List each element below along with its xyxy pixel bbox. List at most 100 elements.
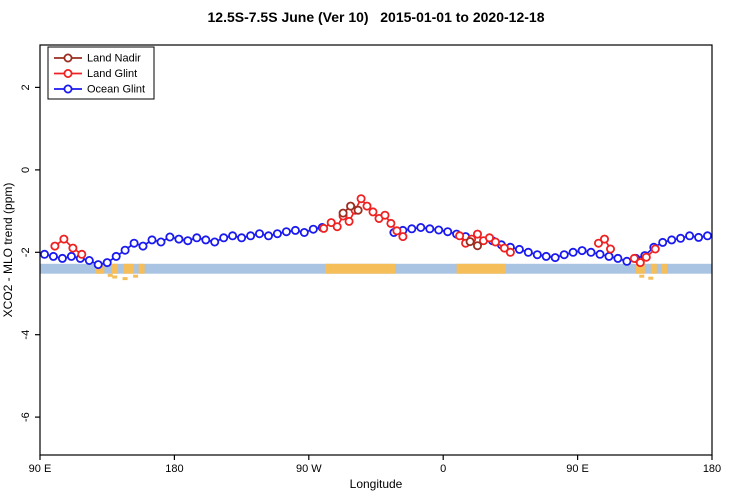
data-point-ocean-glint <box>147 235 157 245</box>
data-point-land-glint <box>59 234 69 244</box>
legend-label-land-glint: Land Glint <box>87 68 137 80</box>
data-point-land-glint <box>356 194 366 204</box>
legend-marker-land-glint <box>63 69 73 79</box>
data-point-land-glint <box>386 218 396 228</box>
data-point-land-nadir <box>472 241 482 251</box>
data-point-land-glint <box>641 252 651 262</box>
data-point-ocean-glint <box>604 251 614 261</box>
data-point-ocean-glint <box>613 253 623 263</box>
data-point-land-glint <box>319 223 329 233</box>
land-band-segment <box>111 263 118 274</box>
data-point-ocean-glint <box>84 255 94 265</box>
x-tick-label: 90 E <box>566 463 589 475</box>
land-band-segment <box>456 263 506 274</box>
legend-marker-land-nadir <box>63 53 73 63</box>
land-band-segment <box>650 263 657 274</box>
data-point-ocean-glint <box>550 253 560 263</box>
data-point-land-glint <box>50 241 60 251</box>
data-point-ocean-glint <box>201 235 211 245</box>
data-point-land-glint <box>499 243 509 253</box>
legend-entry-ocean-glint: Ocean Glint <box>54 84 145 96</box>
data-point-ocean-glint <box>290 225 300 235</box>
data-point-land-glint <box>362 201 372 211</box>
data-point-ocean-glint <box>685 231 695 241</box>
land-speck <box>112 275 118 279</box>
chart-title: 12.5S-7.5S June (Ver 10) 2015-01-01 to 2… <box>208 9 545 25</box>
data-point-ocean-glint <box>416 222 426 232</box>
data-point-ocean-glint <box>622 256 632 266</box>
land-band-segment <box>325 263 396 274</box>
land-speck <box>133 274 139 278</box>
data-point-land-glint <box>594 238 604 248</box>
data-point-land-nadir <box>338 208 348 218</box>
x-tick-label: 180 <box>703 463 721 475</box>
data-point-land-glint <box>472 229 482 239</box>
data-point-land-glint <box>606 244 616 254</box>
data-point-ocean-glint <box>281 227 291 237</box>
data-point-ocean-glint <box>93 260 103 270</box>
data-point-ocean-glint <box>443 227 453 237</box>
data-point-land-glint <box>490 237 500 247</box>
data-point-ocean-glint <box>577 246 587 256</box>
data-point-land-nadir <box>346 201 356 211</box>
data-point-ocean-glint <box>586 247 596 257</box>
data-point-land-glint <box>380 210 390 220</box>
data-point-ocean-glint <box>219 233 229 243</box>
data-point-ocean-glint <box>111 251 121 261</box>
data-point-ocean-glint <box>407 224 417 234</box>
data-point-ocean-glint <box>676 233 686 243</box>
legend-label-ocean-glint: Ocean Glint <box>87 84 145 96</box>
data-point-ocean-glint <box>425 224 435 234</box>
data-point-ocean-glint <box>210 237 220 247</box>
data-point-ocean-glint <box>57 253 67 263</box>
legend-label-land-nadir: Land Nadir <box>87 53 141 65</box>
data-point-land-glint <box>68 243 78 253</box>
land-speck <box>107 273 113 277</box>
data-point-ocean-glint <box>183 236 193 246</box>
y-axis-title: XCO2 - MLO trend (ppm) <box>1 183 15 318</box>
data-point-land-glint <box>392 226 402 236</box>
land-speck <box>648 276 654 280</box>
data-point-land-glint <box>368 207 378 217</box>
land-band-segment <box>661 263 668 274</box>
data-point-land-glint <box>600 234 610 244</box>
data-point-ocean-glint <box>102 258 112 268</box>
land-band-segment <box>635 263 645 274</box>
series-land-nadir <box>338 201 482 251</box>
y-tick-label: -2 <box>20 247 32 257</box>
data-point-land-glint <box>332 222 342 232</box>
data-point-land-glint <box>455 231 465 241</box>
y-tick-label: -6 <box>20 412 32 422</box>
data-point-ocean-glint <box>228 231 238 241</box>
data-point-land-glint <box>344 216 354 226</box>
data-point-ocean-glint <box>703 231 713 241</box>
data-point-ocean-glint <box>129 238 139 248</box>
x-tick-label: 90 E <box>29 463 52 475</box>
data-point-land-glint <box>77 249 87 259</box>
data-point-ocean-glint <box>138 241 148 251</box>
data-point-land-glint <box>398 232 408 242</box>
data-point-land-glint <box>629 253 639 263</box>
data-point-ocean-glint <box>308 224 318 234</box>
legend-entry-land-nadir: Land Nadir <box>54 53 141 65</box>
legend-entry-land-glint: Land Glint <box>54 68 137 80</box>
data-point-land-nadir <box>465 237 475 247</box>
x-tick-label: 90 W <box>296 463 322 475</box>
data-point-land-glint <box>484 233 494 243</box>
data-point-land-glint <box>326 218 336 228</box>
data-point-ocean-glint <box>514 244 524 254</box>
x-axis-title: Longitude <box>350 477 403 491</box>
land-band-segment <box>138 263 145 274</box>
data-point-ocean-glint <box>568 247 578 257</box>
x-axis: 90 E 180 90 W 0 90 E 180 <box>29 455 721 475</box>
data-point-ocean-glint <box>254 229 264 239</box>
y-tick-label: -4 <box>20 330 32 340</box>
plot-border <box>39 44 713 456</box>
data-point-ocean-glint <box>434 225 444 235</box>
data-point-ocean-glint <box>165 232 175 242</box>
data-point-ocean-glint <box>156 237 166 247</box>
data-point-land-glint <box>635 258 645 268</box>
data-point-ocean-glint <box>541 251 551 261</box>
